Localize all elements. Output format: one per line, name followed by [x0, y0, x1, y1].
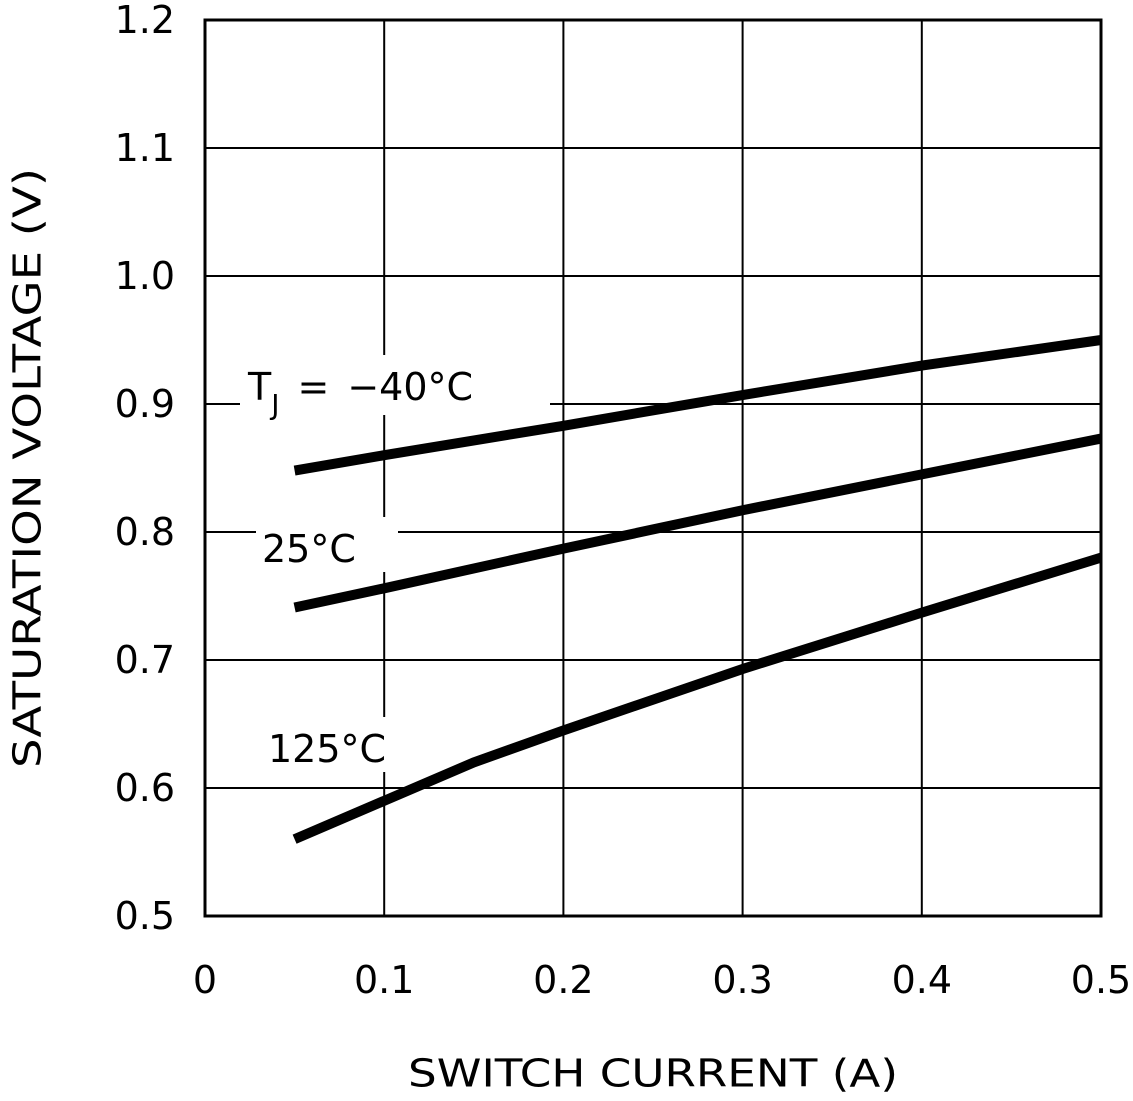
- plot-frame: [203, 18, 1103, 918]
- y-tick-label: 1.1: [115, 126, 175, 170]
- y-tick-label: 0.5: [115, 894, 175, 938]
- series-line: [293, 335, 1102, 476]
- label-subscript: J: [269, 388, 279, 421]
- y-tick-label: 0.9: [115, 382, 175, 426]
- x-tick-label: 0.3: [712, 958, 772, 1002]
- x-tick-label: 0.1: [354, 958, 414, 1002]
- label-background: [256, 517, 398, 572]
- label-symbol: T: [247, 365, 272, 409]
- y-tick-label: 0.8: [115, 510, 175, 554]
- label-background: [262, 717, 434, 772]
- series-label: 25°C: [262, 527, 356, 571]
- x-axis-title: SWITCH CURRENT (A): [408, 1052, 898, 1096]
- x-tick-label: 0.5: [1071, 958, 1131, 1002]
- y-axis-title: SATURATION VOLTAGE (V): [6, 168, 50, 768]
- series-line: [293, 433, 1102, 613]
- x-tick-label: 0: [193, 958, 217, 1002]
- y-tick-label: 0.6: [115, 766, 175, 810]
- x-tick-label: 0.2: [533, 958, 593, 1002]
- label-relation: =: [297, 365, 329, 409]
- series-line: [292, 552, 1103, 844]
- label-background: [240, 355, 550, 415]
- y-tick-label: 0.7: [115, 638, 175, 682]
- y-tick-label: 1.2: [115, 0, 175, 42]
- series-label: 125°C: [268, 727, 386, 771]
- series-label: TJ = −40°C: [247, 365, 473, 421]
- y-tick-label: 1.0: [115, 254, 175, 298]
- series-name: −40°C: [347, 365, 473, 409]
- x-tick-label: 0.4: [892, 958, 952, 1002]
